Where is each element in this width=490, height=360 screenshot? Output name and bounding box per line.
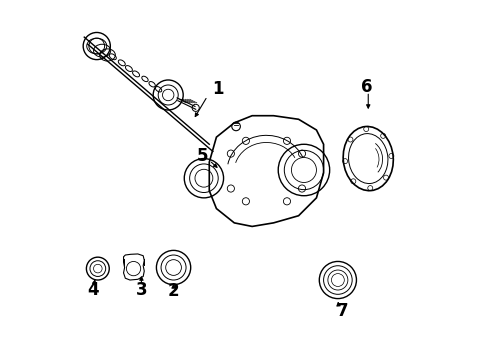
Text: 4: 4 [88, 281, 99, 299]
Text: 3: 3 [136, 281, 147, 299]
Text: 5: 5 [196, 147, 208, 165]
Text: 1: 1 [213, 80, 224, 98]
Text: 7: 7 [337, 302, 348, 320]
Text: 6: 6 [362, 78, 373, 96]
Text: 2: 2 [168, 282, 179, 300]
